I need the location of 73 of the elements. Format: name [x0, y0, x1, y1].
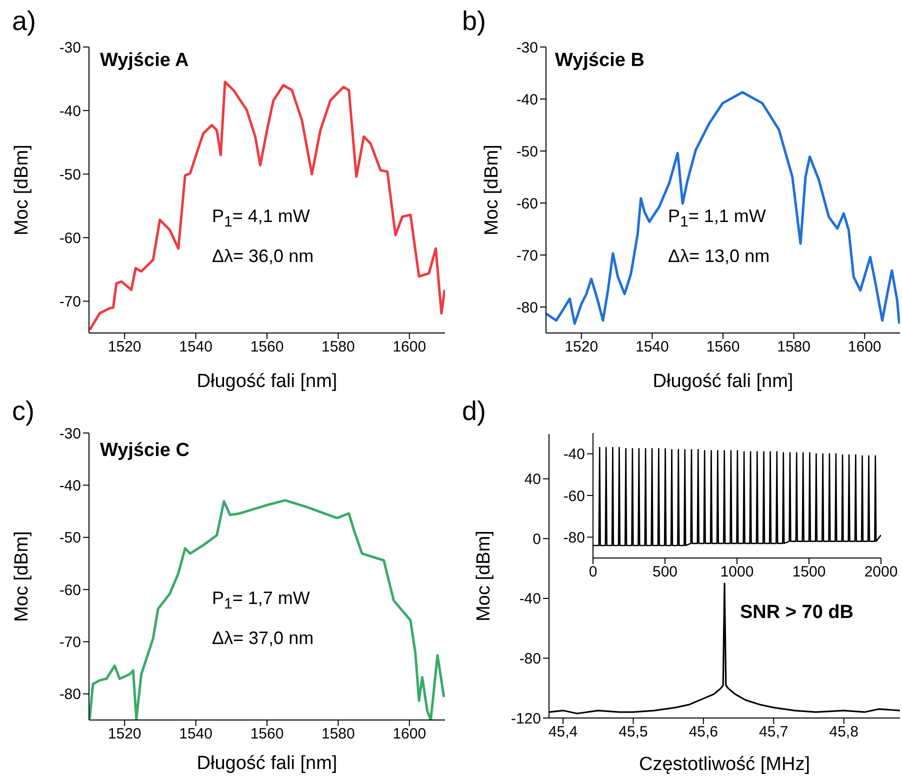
annotation: SNR > 70 dB	[740, 602, 854, 624]
chart-title: d)	[462, 396, 486, 427]
y-tick-label: -40	[59, 478, 81, 495]
y-tick-label: -60	[516, 195, 538, 212]
y-tick-label: -60	[59, 230, 81, 247]
annotation: P$_{1}$= 1,1 mW	[668, 206, 766, 231]
x-axis-title: Częstotliwość [MHz]	[638, 754, 810, 775]
annotation: Δλ= 37,0 nm	[212, 628, 314, 649]
x-tick-label: 1580	[322, 338, 355, 356]
x-tick-label: 1600	[392, 338, 426, 356]
annotation: Wyjście C	[100, 440, 190, 462]
x-tick-label: 1520	[564, 338, 598, 356]
y-tick-label: 0	[532, 530, 541, 548]
line-series	[546, 90, 900, 325]
annotation: Δλ= 13,0 nm	[668, 246, 770, 267]
annotation: Wyjście B	[555, 50, 644, 72]
y-tick-label: -80	[516, 299, 538, 316]
y-tick-label: -50	[516, 143, 538, 160]
y-tick-label: 40	[524, 471, 541, 488]
y-axis-title: Moc [dBm]	[12, 144, 32, 236]
x-tick-label: 45,8	[829, 724, 858, 741]
x-tick-label: 1580	[322, 726, 355, 743]
y-tick-label: -80	[519, 650, 541, 668]
annotation: P$_{1}$= 1,7 mW	[212, 588, 310, 613]
y-tick-label: -50	[59, 530, 81, 547]
y-tick-label: -70	[59, 294, 81, 311]
x-tick-label: 1560	[250, 726, 284, 743]
y-tick-label: -80	[563, 529, 585, 546]
x-tick-label: 1520	[108, 338, 142, 356]
y-tick-label: -60	[59, 582, 81, 599]
chart-title: c)	[12, 396, 34, 427]
y-tick-label: -70	[59, 634, 81, 652]
y-tick-label: -40	[519, 590, 541, 608]
x-tick-label: 1560	[250, 338, 284, 356]
x-axis-title: Długość fali [nm]	[196, 371, 338, 392]
y-tick-label: -40	[516, 91, 538, 108]
x-tick-label: 45,7	[759, 724, 788, 741]
x-tick-label: 1500	[792, 564, 826, 581]
x-tick-label: 1540	[179, 338, 212, 356]
x-tick-label: 1580	[777, 338, 810, 356]
y-tick-label: -70	[516, 247, 538, 264]
annotation: Δλ= 36,0 nm	[212, 246, 314, 267]
y-tick-label: -40	[563, 446, 585, 464]
y-tick-label: -30	[59, 425, 81, 442]
x-tick-label: 1560	[706, 338, 740, 356]
y-tick-label: -40	[59, 102, 81, 120]
x-axis-title: Długość fali [nm]	[652, 371, 794, 392]
x-tick-label: 1540	[636, 338, 669, 356]
x-tick-label: 2000	[864, 564, 898, 581]
y-tick-label: -120	[510, 710, 541, 728]
y-axis-title: Moc [dBm]	[482, 144, 502, 236]
y-tick-label: -30	[516, 39, 538, 56]
x-tick-label: 500	[652, 564, 678, 581]
y-tick-label: -80	[59, 686, 81, 704]
x-tick-label: 1600	[848, 338, 882, 356]
annotation: Wyjście A	[100, 50, 189, 72]
x-tick-label: 1520	[108, 726, 142, 743]
chart-title: a)	[12, 6, 36, 37]
y-tick-label: -60	[563, 488, 585, 505]
x-tick-label: 45,4	[548, 724, 578, 741]
x-tick-label: 45,5	[618, 724, 648, 741]
y-axis-title: Moc [dBm]	[474, 530, 494, 622]
y-tick-label: -30	[59, 39, 81, 56]
y-tick-label: -50	[59, 166, 81, 184]
annotation: P$_{1}$= 4,1 mW	[212, 206, 310, 231]
x-axis-title: Długość fali [nm]	[196, 753, 338, 774]
x-tick-label: 1600	[392, 726, 426, 743]
x-tick-label: 1000	[720, 564, 754, 581]
x-tick-label: 1540	[179, 726, 212, 743]
y-axis-title: Moc [dBm]	[12, 531, 32, 622]
x-tick-label: 0	[588, 564, 598, 581]
x-tick-label: 45,6	[688, 724, 718, 741]
chart-title: b)	[462, 6, 486, 37]
